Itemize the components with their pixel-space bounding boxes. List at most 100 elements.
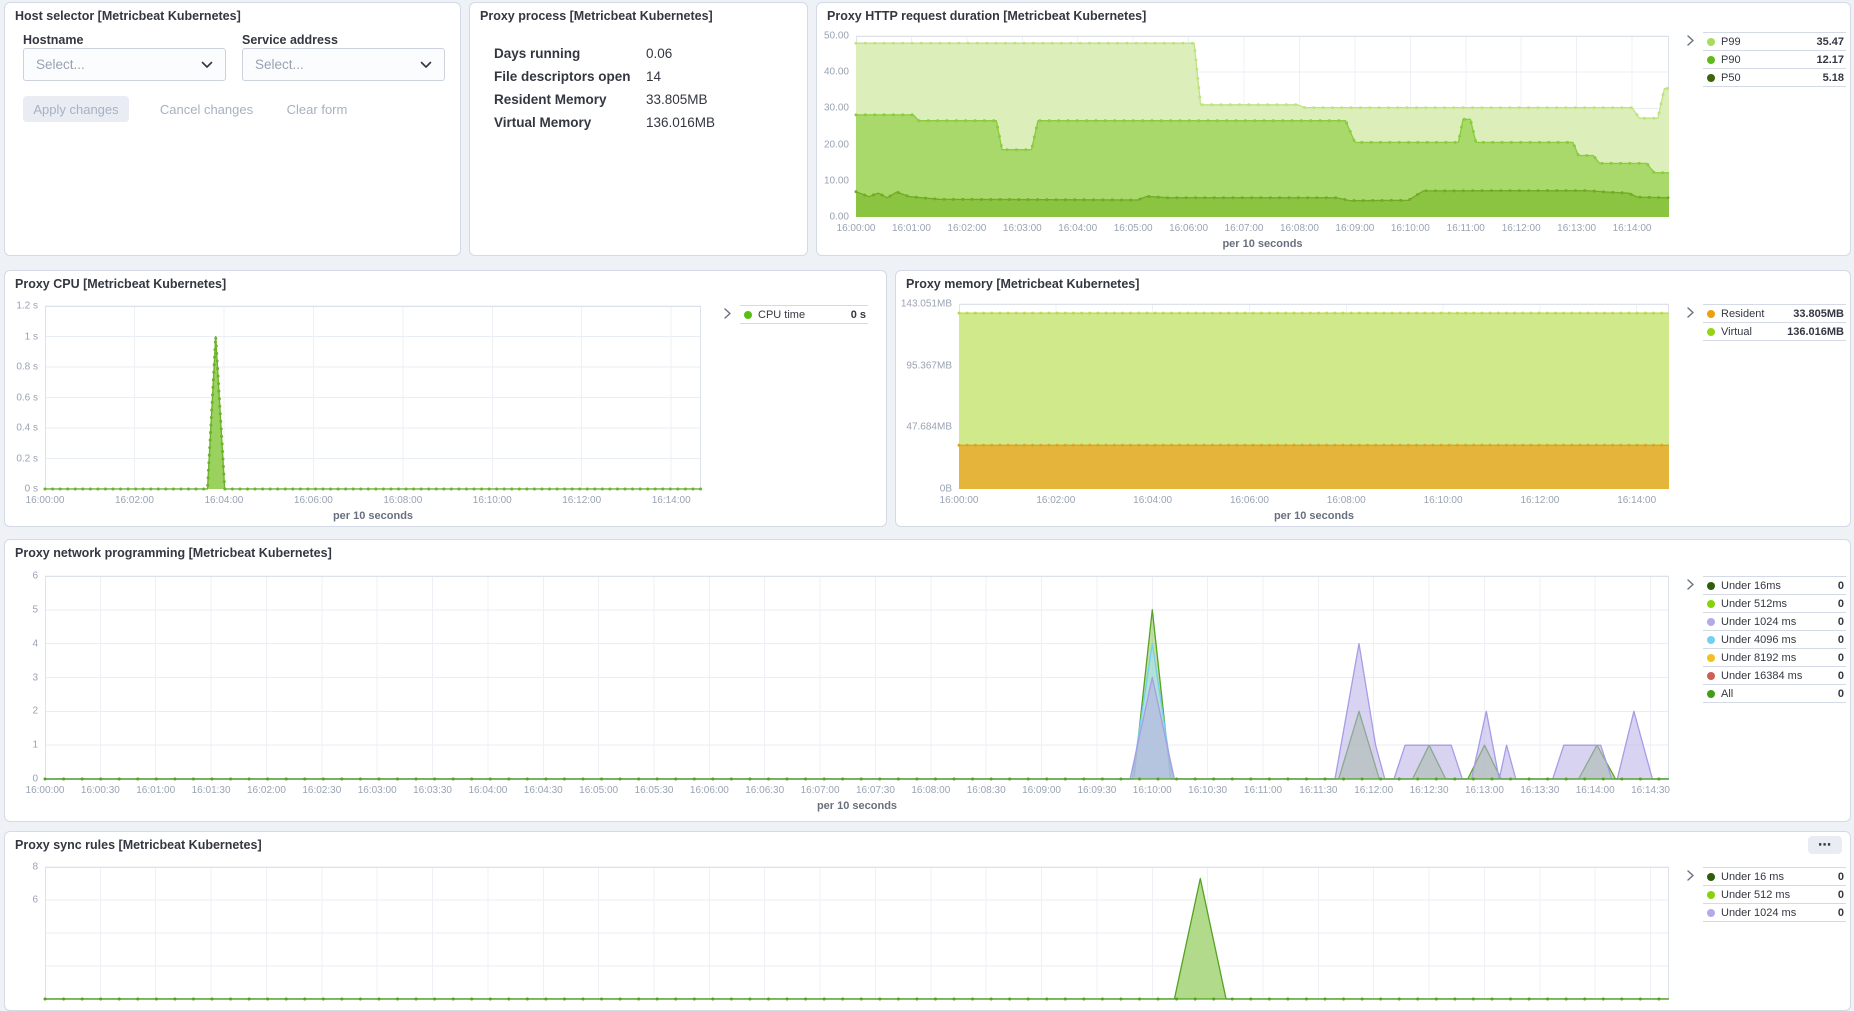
- y-axis-label: 40.00: [823, 66, 849, 78]
- legend-item[interactable]: Under 16ms 0: [1703, 576, 1846, 594]
- x-axis-label: 16:07:00: [1224, 223, 1264, 234]
- panel-menu-button[interactable]: ⋯: [1808, 836, 1842, 854]
- x-axis-label: 16:06:00: [293, 495, 333, 506]
- network-programming-legend: Under 16ms 0 Under 512ms 0 Under 1024 ms 0 Und…: [1687, 576, 1846, 703]
- x-axis-label: 16:13:00: [1557, 223, 1597, 234]
- x-axis-label: 16:09:00: [1335, 223, 1375, 234]
- legend-series-dot-icon: [1707, 653, 1715, 662]
- hostname-select[interactable]: Select...: [23, 48, 226, 81]
- cpu-plot[interactable]: [43, 305, 703, 491]
- legend-expand-chevron-icon[interactable]: [1687, 870, 1694, 884]
- legend-series-dot-icon: [1707, 73, 1715, 82]
- y-axis-label: 47.684MB: [906, 421, 952, 433]
- x-axis-label: 16:12:00: [562, 495, 602, 506]
- legend-series-dot-icon: [1707, 581, 1715, 590]
- chevron-down-icon: [201, 61, 213, 68]
- legend-series-value: 12.17: [1816, 53, 1844, 66]
- y-axis-label: 0.2 s: [16, 453, 38, 464]
- legend-item[interactable]: Under 512 ms 0: [1703, 885, 1846, 903]
- http_duration-plot[interactable]: [854, 35, 1671, 218]
- legend-item[interactable]: P90 12.17: [1703, 50, 1846, 68]
- y-axis-label: 1.2 s: [16, 300, 38, 312]
- legend-item[interactable]: Under 4096 ms 0: [1703, 630, 1846, 648]
- legend-item[interactable]: CPU time 0 s: [740, 305, 868, 324]
- legend-item[interactable]: Resident 33.805MB: [1703, 304, 1846, 322]
- proxy-memory-legend: Resident 33.805MB Virtual 136.016MB: [1687, 304, 1846, 341]
- x-axis-label: 16:03:00: [357, 785, 397, 796]
- x-axis-label: 16:06:00: [1169, 223, 1209, 234]
- x-axis-label: 16:10:00: [472, 495, 512, 506]
- network-plot[interactable]: [43, 575, 1671, 781]
- service-address-select[interactable]: Select...: [242, 48, 445, 81]
- x-axis-label: 16:08:30: [966, 785, 1006, 796]
- legend-item[interactable]: Under 16384 ms 0: [1703, 666, 1846, 684]
- legend-series-dot-icon: [1707, 635, 1715, 644]
- panel-proxy-process: Proxy process [Metricbeat Kubernetes] Da…: [469, 2, 808, 256]
- cancel-changes-button[interactable]: Cancel changes: [149, 96, 264, 122]
- legend-item[interactable]: Virtual 136.016MB: [1703, 322, 1846, 341]
- clear-form-button[interactable]: Clear form: [277, 96, 357, 122]
- x-axis-label: 16:05:30: [634, 785, 674, 796]
- y-axis-label: 0 s: [24, 483, 38, 495]
- memory-plot[interactable]: [957, 303, 1671, 489]
- legend-item[interactable]: P99 35.47: [1703, 32, 1846, 50]
- legend-item[interactable]: Under 1024 ms 0: [1703, 612, 1846, 630]
- x-axis-label: 16:10:00: [1423, 495, 1463, 506]
- x-axis-label: 16:02:00: [947, 223, 987, 234]
- hostname-label: Hostname: [23, 33, 84, 47]
- y-axis-label: 0: [32, 773, 38, 785]
- x-axis-label: 16:13:00: [1464, 785, 1504, 796]
- legend-series-value: 0 s: [850, 308, 866, 321]
- apply-changes-button[interactable]: Apply changes: [23, 96, 129, 122]
- http-request-duration-chart[interactable]: 50.00 40.00 30.00 20.00 10.00 0.00 16:00:00 16:…: [824, 31, 1671, 250]
- legend-item[interactable]: P50 5.18: [1703, 68, 1846, 87]
- legend-series-dot-icon: [1707, 327, 1715, 336]
- legend-item[interactable]: Under 512ms 0: [1703, 594, 1846, 612]
- x-axis-label: 16:02:00: [246, 785, 286, 796]
- legend-series-label: Under 1024 ms: [1721, 615, 1797, 628]
- metric-value: 14: [646, 69, 662, 84]
- legend-series-label: Under 16 ms: [1721, 870, 1784, 883]
- legend-item[interactable]: Under 16 ms 0: [1703, 867, 1846, 885]
- x-axis-label: 16:02:30: [302, 785, 342, 796]
- x-axis-label: 16:13:30: [1520, 785, 1560, 796]
- legend-expand-chevron-icon[interactable]: [724, 308, 731, 322]
- y-axis-label: 4: [32, 638, 38, 650]
- legend-item[interactable]: All 0: [1703, 684, 1846, 703]
- network-programming-chart[interactable]: 6 5 4 3 2 1 0 16:00:00 16:00:30 16:01:00 16:01:30 1…: [26, 571, 1671, 812]
- y-axis-label: 3: [32, 672, 38, 683]
- legend-expand-chevron-icon[interactable]: [1687, 35, 1694, 49]
- legend-item[interactable]: Under 8192 ms 0: [1703, 648, 1846, 666]
- metric-row-days-running: Days running 0.06: [494, 46, 794, 61]
- x-axis-label: 16:11:00: [1243, 785, 1283, 796]
- panel-title-proxy-process: Proxy process [Metricbeat Kubernetes]: [480, 9, 713, 23]
- http-request-duration-legend: P99 35.47 P90 12.17 P50 5.18: [1687, 32, 1846, 87]
- panel-title-proxy-memory: Proxy memory [Metricbeat Kubernetes]: [906, 277, 1140, 291]
- legend-series-label: P90: [1721, 53, 1741, 66]
- y-axis-label: 0.00: [829, 211, 849, 223]
- legend-series-label: Under 16ms: [1721, 579, 1781, 592]
- y-axis-label: 6: [32, 570, 38, 582]
- y-axis-label: 0.6 s: [16, 392, 38, 403]
- y-axis-label: 6: [32, 894, 38, 906]
- y-axis-label: 20.00: [823, 139, 849, 151]
- legend-series-label: All: [1721, 687, 1734, 700]
- proxy-cpu-chart[interactable]: 1.2 s 1 s 0.8 s 0.6 s 0.4 s 0.2 s 0 s 16:00:00 1…: [16, 301, 703, 522]
- panel-http-request-duration: Proxy HTTP request duration [Metricbeat …: [816, 2, 1851, 256]
- y-axis-label: 0.8 s: [16, 361, 38, 373]
- sync-rules-legend: Under 16 ms 0 Under 512 ms 0 Under 1024 ms 0: [1687, 867, 1846, 922]
- legend-expand-chevron-icon[interactable]: [1687, 579, 1694, 593]
- x-axis-label: 16:08:00: [1279, 223, 1319, 234]
- legend-item[interactable]: Under 1024 ms 0: [1703, 903, 1846, 922]
- service-address-label: Service address: [242, 33, 338, 47]
- legend-expand-chevron-icon[interactable]: [1687, 307, 1694, 321]
- x-axis-caption: per 10 seconds: [1222, 238, 1303, 250]
- proxy-memory-chart[interactable]: 143.051MB 95.367MB 47.684MB 0B 16:00:00 16:02…: [901, 299, 1671, 522]
- sync-plot[interactable]: [43, 866, 1671, 1001]
- chevron-down-icon: [420, 61, 432, 68]
- proxy-cpu-legend: CPU time 0 s: [724, 305, 868, 324]
- legend-series-value: 0: [1837, 669, 1844, 682]
- x-axis-label: 16:02:00: [1036, 495, 1076, 506]
- y-axis-label: 0.4 s: [16, 422, 38, 434]
